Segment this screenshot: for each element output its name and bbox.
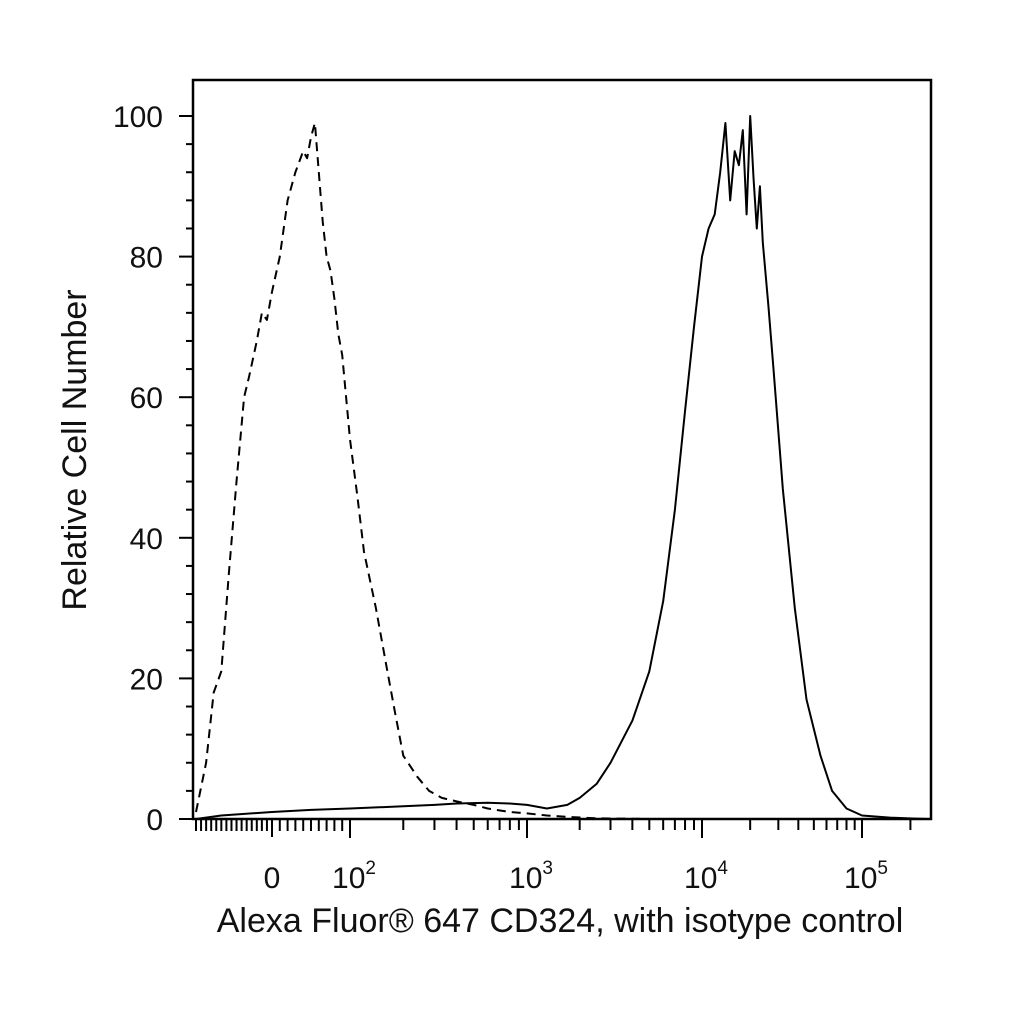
y-tick-label: 100 — [113, 101, 163, 134]
x-tick-label: 102 — [332, 858, 376, 895]
tick-labels: 0 20 40 60 80 100 0 102 103 104 105 — [113, 101, 888, 895]
x-tick-label: 104 — [684, 858, 728, 895]
series-group — [195, 115, 927, 820]
x-tick-label: 105 — [844, 858, 888, 895]
y-axis-title: Relative Cell Number — [56, 289, 94, 610]
x-axis-title: Alexa Fluor® 647 CD324, with isotype con… — [217, 902, 904, 940]
plot-frame — [191, 78, 933, 821]
y-tick-label: 20 — [130, 663, 163, 696]
axis-ticks — [179, 115, 912, 838]
y-tick-label: 0 — [146, 804, 163, 837]
x-tick-label: 103 — [509, 858, 553, 895]
y-tick-label: 80 — [130, 242, 163, 275]
y-tick-label: 60 — [130, 382, 163, 415]
y-tick-label: 40 — [130, 523, 163, 556]
cd324-stained-line — [195, 115, 927, 820]
x-tick-label: 0 — [264, 862, 281, 895]
